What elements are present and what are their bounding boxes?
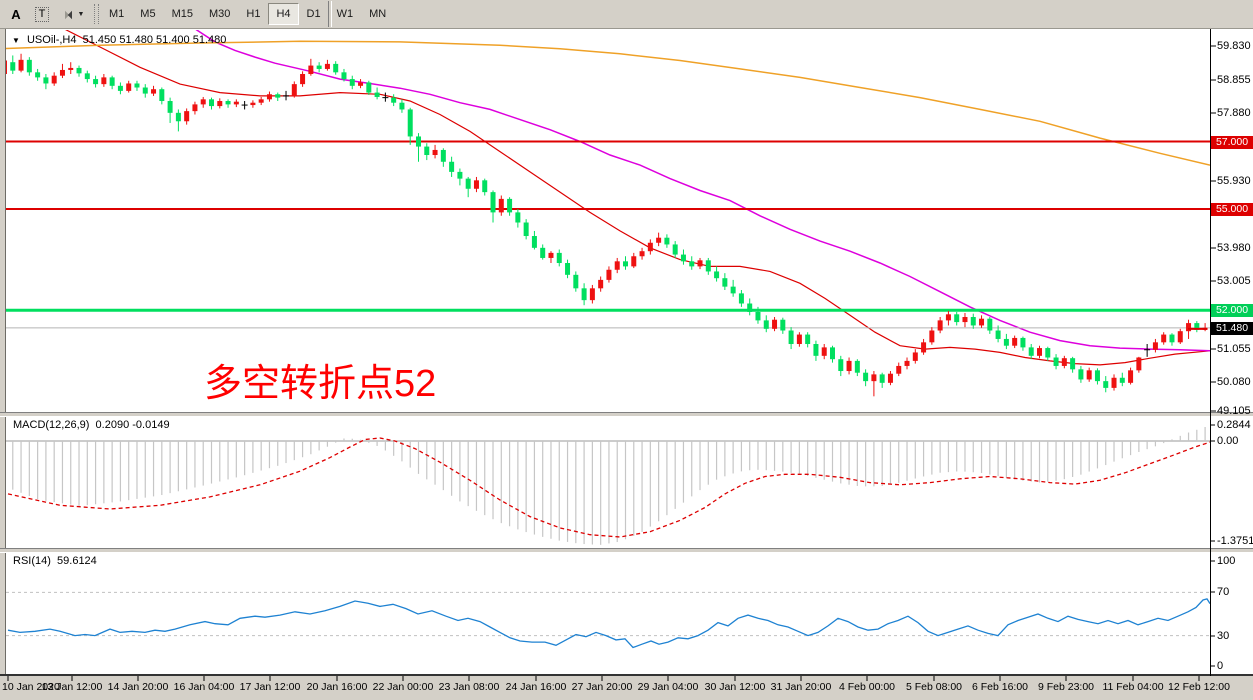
price-scale-label: 53.005 xyxy=(1217,275,1251,287)
macd-name: MACD(12,26,9) xyxy=(13,419,90,431)
rsi-name: RSI(14) xyxy=(13,555,51,567)
macd-indicator-label: MACD(12,26,9) 0.2090 -0.0149 xyxy=(13,419,170,431)
price-badge-52.000: 52.000 xyxy=(1211,304,1253,317)
time-axis-label: 16 Jan 04:00 xyxy=(173,681,235,693)
time-axis-label: 6 Feb 16:00 xyxy=(971,681,1029,693)
price-badge-51.480: 51.480 xyxy=(1211,322,1253,335)
window-left-border xyxy=(0,29,6,700)
time-axis-label: 24 Jan 16:00 xyxy=(505,681,567,693)
timeframe-button-D1[interactable]: D1 xyxy=(306,8,321,20)
price-scale-label: 51.055 xyxy=(1217,343,1251,355)
price-axis-divider xyxy=(1210,29,1211,676)
panel-separator[interactable] xyxy=(0,412,1253,417)
price-scale-label: 58.855 xyxy=(1217,74,1251,86)
timeframe-button-MN[interactable]: MN xyxy=(369,8,387,20)
time-axis-label: 17 Jan 12:00 xyxy=(239,681,301,693)
arrow-objects-tool-button[interactable]: ▼ xyxy=(56,3,90,25)
time-axis-label: 10 Jan 2020 xyxy=(2,681,60,693)
rsi-scale-label: 30 xyxy=(1217,630,1230,642)
timeframe-button-H1[interactable]: H1 xyxy=(246,8,261,20)
macd-scale-label: -1.3751 xyxy=(1217,535,1253,547)
timeframe-group: M1 M5 M15 M30 H1 H4 D1 W1 MN xyxy=(101,3,394,25)
chart-text-annotation[interactable]: 多空转折点52 xyxy=(204,363,437,405)
macd-scale-label: 0.00 xyxy=(1217,435,1239,447)
collapse-arrow-icon[interactable]: ▼ xyxy=(12,36,20,45)
price-scale-label: 49.105 xyxy=(1217,405,1251,417)
rsi-value: 59.6124 xyxy=(57,555,97,567)
text-frame-tool-button[interactable]: T xyxy=(30,3,54,25)
time-axis-label: 29 Jan 04:00 xyxy=(637,681,699,693)
time-axis-label: 11 Feb 04:00 xyxy=(1102,681,1164,693)
toolbar: A T ▼ M1 M5 M15 M30 H1 H4 D1 W1 MN xyxy=(0,0,1253,29)
macd-scale-label: 0.2844 xyxy=(1217,419,1251,431)
price-scale-label: 53.980 xyxy=(1217,242,1251,254)
rsi-scale-label: 70 xyxy=(1217,586,1230,598)
dropdown-caret-icon: ▼ xyxy=(77,10,85,18)
time-axis-label: 4 Feb 00:00 xyxy=(838,681,896,693)
price-scale-label: 59.830 xyxy=(1217,40,1251,52)
time-axis[interactable] xyxy=(0,676,1253,700)
macd-values: 0.2090 -0.0149 xyxy=(95,419,170,431)
text-label-tool-button[interactable]: A xyxy=(4,3,28,25)
rsi-panel-background xyxy=(6,553,1210,674)
time-axis-label: 22 Jan 00:00 xyxy=(372,681,434,693)
price-scale-label: 55.930 xyxy=(1217,175,1251,187)
price-badge-55.000: 55.000 xyxy=(1211,203,1253,216)
timeframe-button-M1[interactable]: M1 xyxy=(109,8,125,20)
time-axis-label: 27 Jan 20:00 xyxy=(571,681,633,693)
time-axis-label: 14 Jan 20:00 xyxy=(107,681,169,693)
time-axis-label: 12 Feb 12:00 xyxy=(1168,681,1230,693)
toolbar-divider xyxy=(328,1,332,27)
panel-separator[interactable] xyxy=(0,548,1253,553)
time-axis-label: 5 Feb 08:00 xyxy=(905,681,963,693)
symbol-period-label: USOil-,H4 xyxy=(26,34,77,46)
main-chart-background xyxy=(6,29,1210,412)
toolbar-grip-handle[interactable] xyxy=(94,4,99,24)
chart-title: ▼ USOil-,H4 51.450 51.480 51.400 51.480 xyxy=(12,34,226,46)
ohlc-quotes-label: 51.450 51.480 51.400 51.480 xyxy=(82,34,227,46)
timeframe-button-M30[interactable]: M30 xyxy=(208,8,231,20)
time-axis-label: 30 Jan 12:00 xyxy=(704,681,766,693)
text-label-tool-icon: A xyxy=(11,6,21,22)
rsi-scale-label: 0 xyxy=(1217,660,1224,672)
timeframe-button-M5[interactable]: M5 xyxy=(140,8,156,20)
time-axis-label: 9 Feb 23:00 xyxy=(1037,681,1095,693)
time-axis-label: 31 Jan 20:00 xyxy=(770,681,832,693)
axis-divider xyxy=(0,674,1253,676)
rsi-scale-label: 100 xyxy=(1217,555,1236,567)
time-axis-label: 20 Jan 16:00 xyxy=(306,681,368,693)
time-axis-label: 13 Jan 12:00 xyxy=(41,681,103,693)
price-scale-label: 50.080 xyxy=(1217,376,1251,388)
timeframe-button-M15[interactable]: M15 xyxy=(171,8,193,20)
price-badge-57.000: 57.000 xyxy=(1211,136,1253,149)
macd-panel-background xyxy=(6,417,1210,548)
text-frame-tool-icon: T xyxy=(34,6,50,22)
rsi-indicator-label: RSI(14) 59.6124 xyxy=(13,555,97,567)
timeframe-button-W1[interactable]: W1 xyxy=(336,8,354,20)
time-axis-label: 23 Jan 08:00 xyxy=(438,681,500,693)
price-scale-label: 57.880 xyxy=(1217,107,1251,119)
timeframe-button-H4[interactable]: H4 xyxy=(268,3,299,25)
